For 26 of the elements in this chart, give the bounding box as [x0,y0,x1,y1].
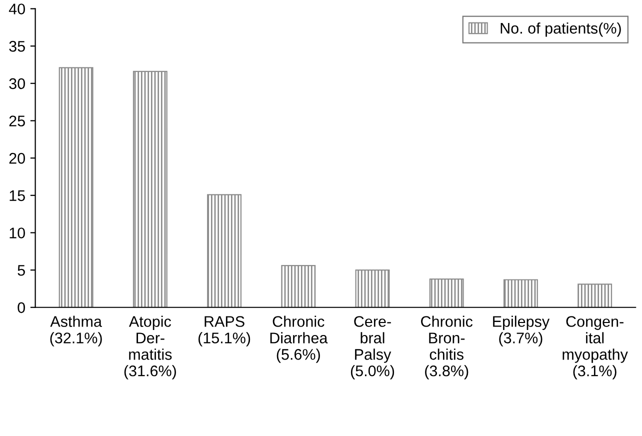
x-tick-label: Congen- ital myopathy (3.1%) [562,316,628,380]
y-tick-label: 30 [9,78,25,90]
bar [578,284,612,308]
y-tick-label: 0 [18,302,25,314]
x-tick-label: Asthma (32.1%) [50,316,102,346]
x-tick-label: Atopic Der- matitis (31.6%) [124,316,176,380]
x-tick-label: Chronic Bron- chitis (3.8%) [421,316,473,380]
bar [132,70,168,308]
bar [503,279,538,308]
y-tick-label: 10 [10,228,25,238]
bar [429,278,464,308]
y-tick-label: 25 [9,116,25,126]
bar [58,67,94,308]
x-tick-label: RAPS (15.1%) [198,316,250,346]
x-tick-label: Epilepsy (3.7%) [493,316,550,346]
y-tick-label: 35 [9,40,25,52]
bar [355,269,390,308]
y-tick-label: 5 [18,265,25,276]
y-tick-label: 15 [10,190,25,202]
y-tick-label: 40 [8,4,25,14]
x-tick-label: Cere- bral Palsy (5.0%) [350,316,394,380]
legend-label: No. of patients(%) [500,22,621,37]
bar [207,194,242,308]
y-tick-label: 20 [9,152,25,164]
bar [281,265,316,308]
x-tick-label: Chronic Diarrhea (5.6%) [270,316,328,363]
